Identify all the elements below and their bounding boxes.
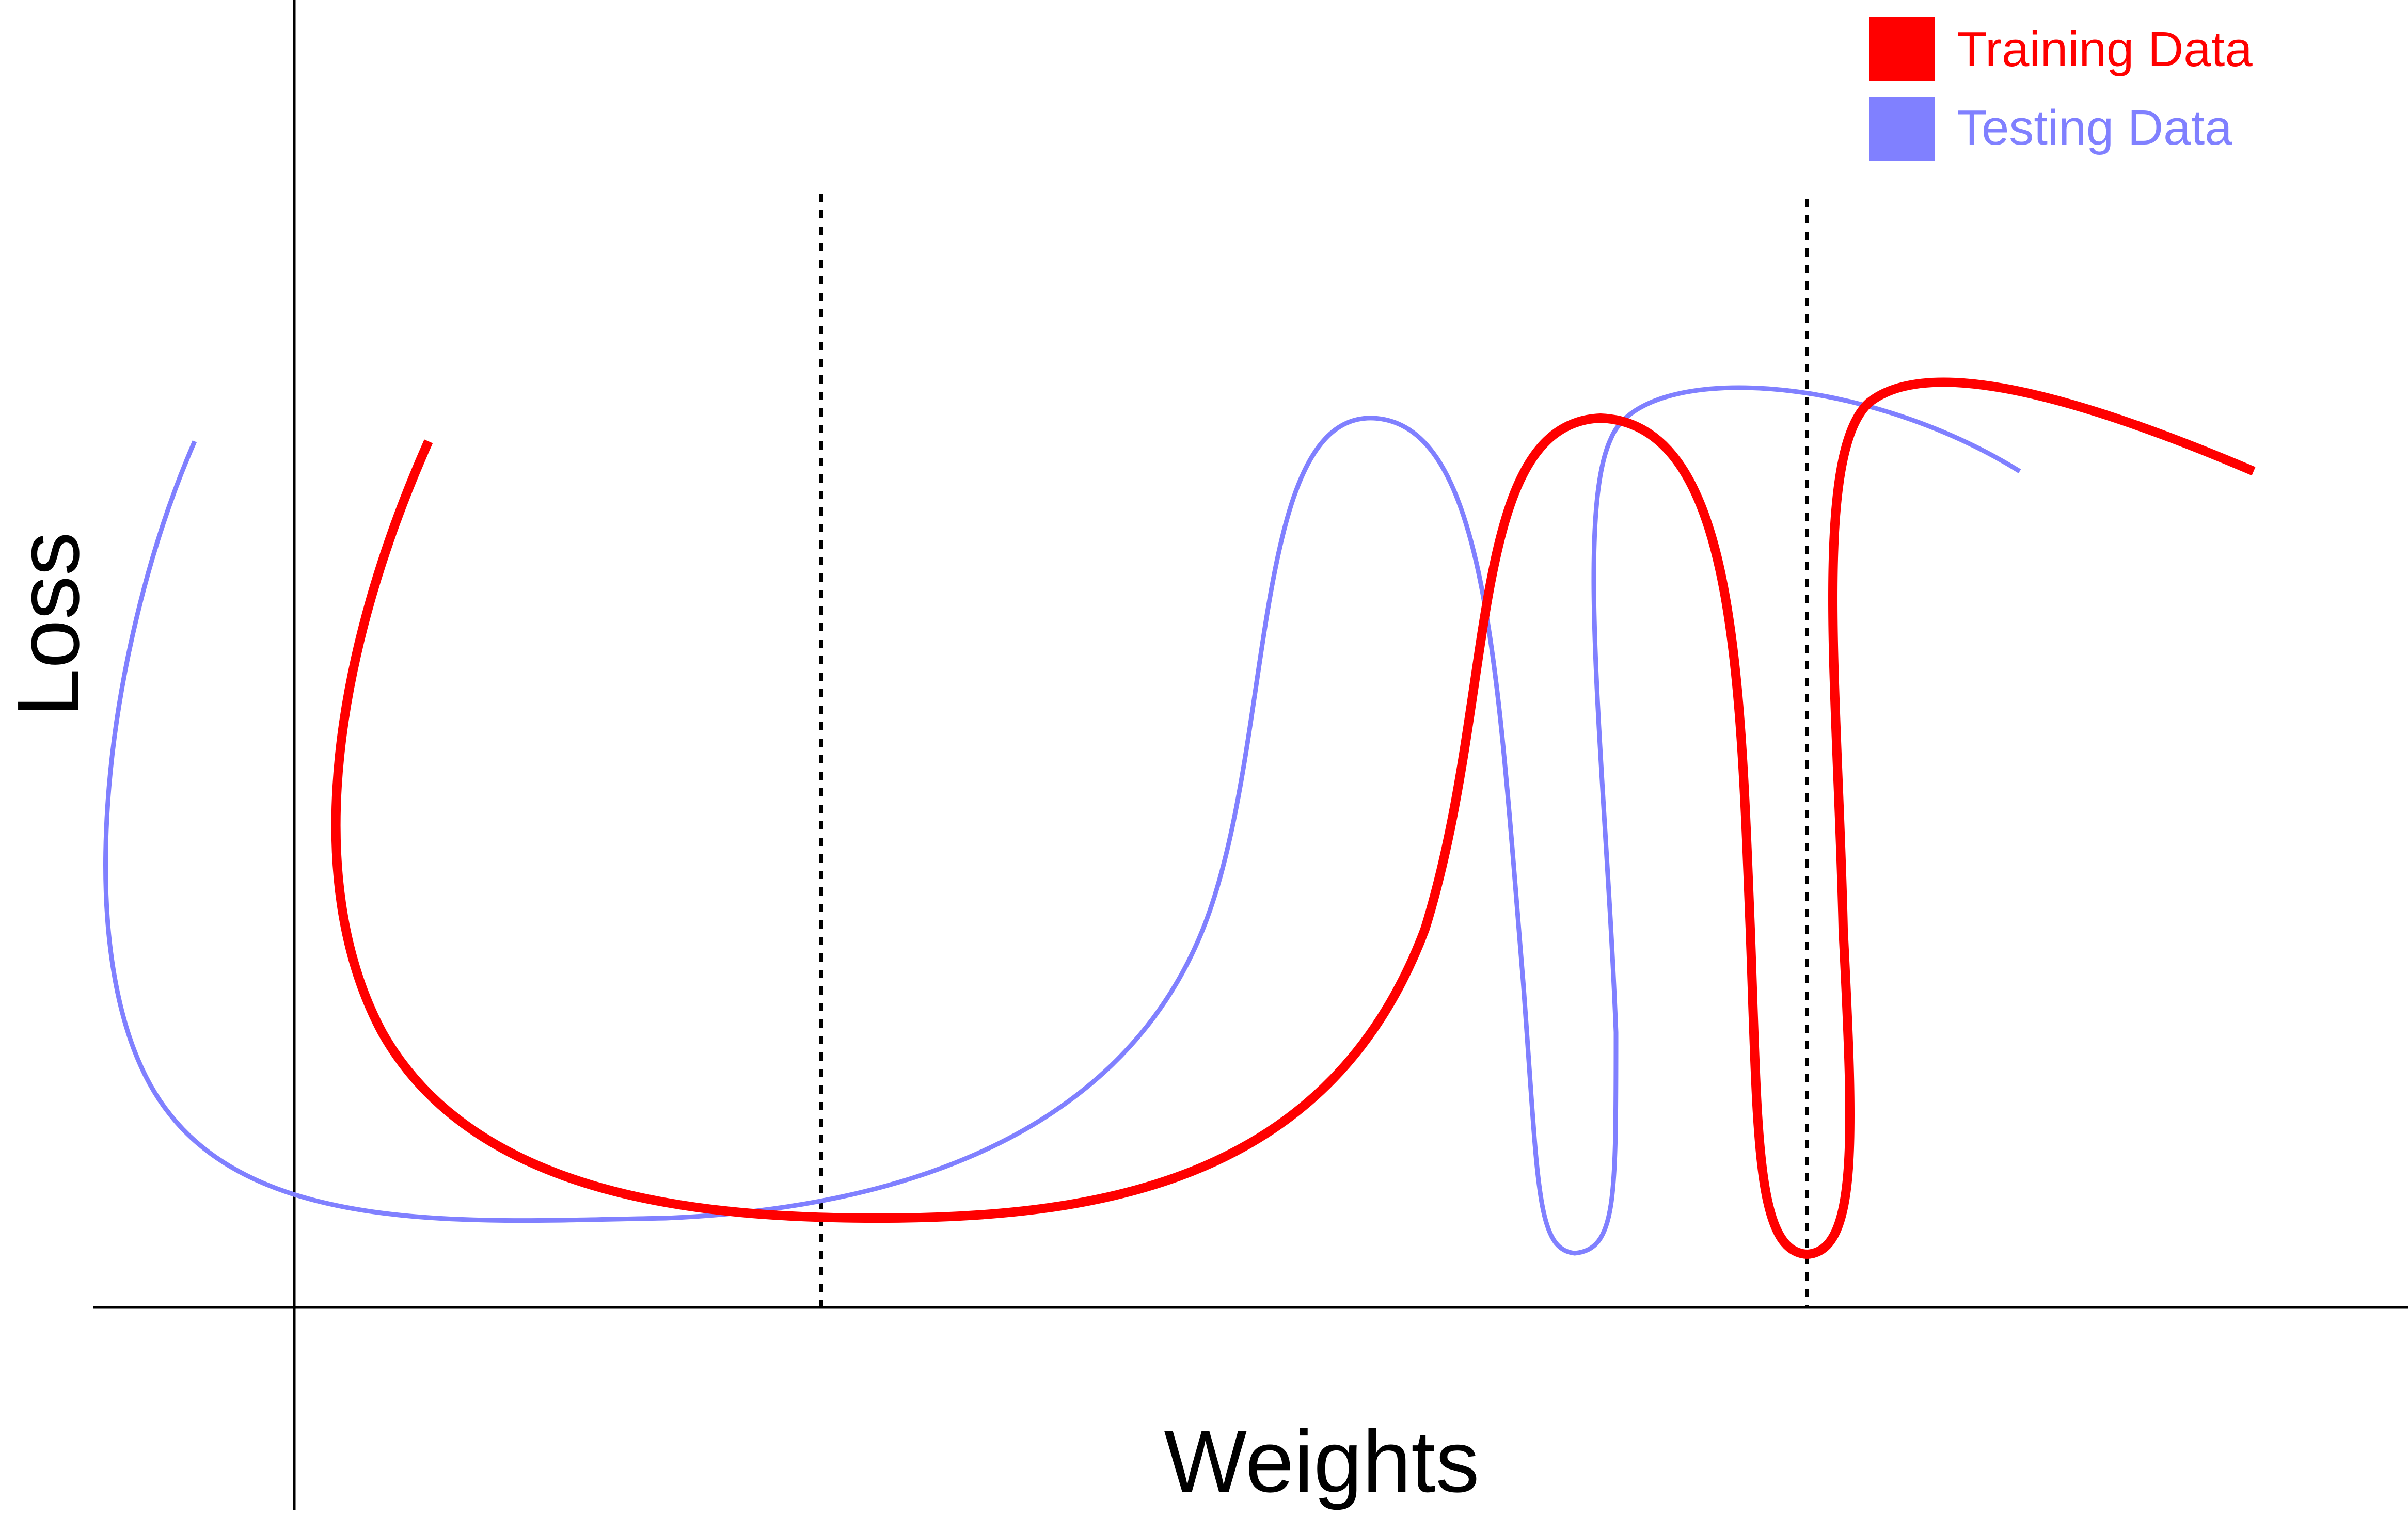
x-axis-title: Weights [1164, 1413, 1479, 1511]
legend-item-training: Training Data [1869, 17, 2253, 81]
legend: Training Data Testing Data [1869, 17, 2253, 161]
legend-label-testing: Testing Data [1957, 100, 2232, 155]
training-swatch [1869, 17, 1935, 81]
training-data-curve [331, 377, 2256, 1259]
legend-item-testing: Testing Data [1869, 97, 2232, 161]
testing-swatch [1869, 97, 1935, 161]
legend-label-training: Training Data [1957, 22, 2253, 77]
y-axis-title: Loss [0, 532, 98, 717]
testing-data-curve [103, 385, 2021, 1256]
